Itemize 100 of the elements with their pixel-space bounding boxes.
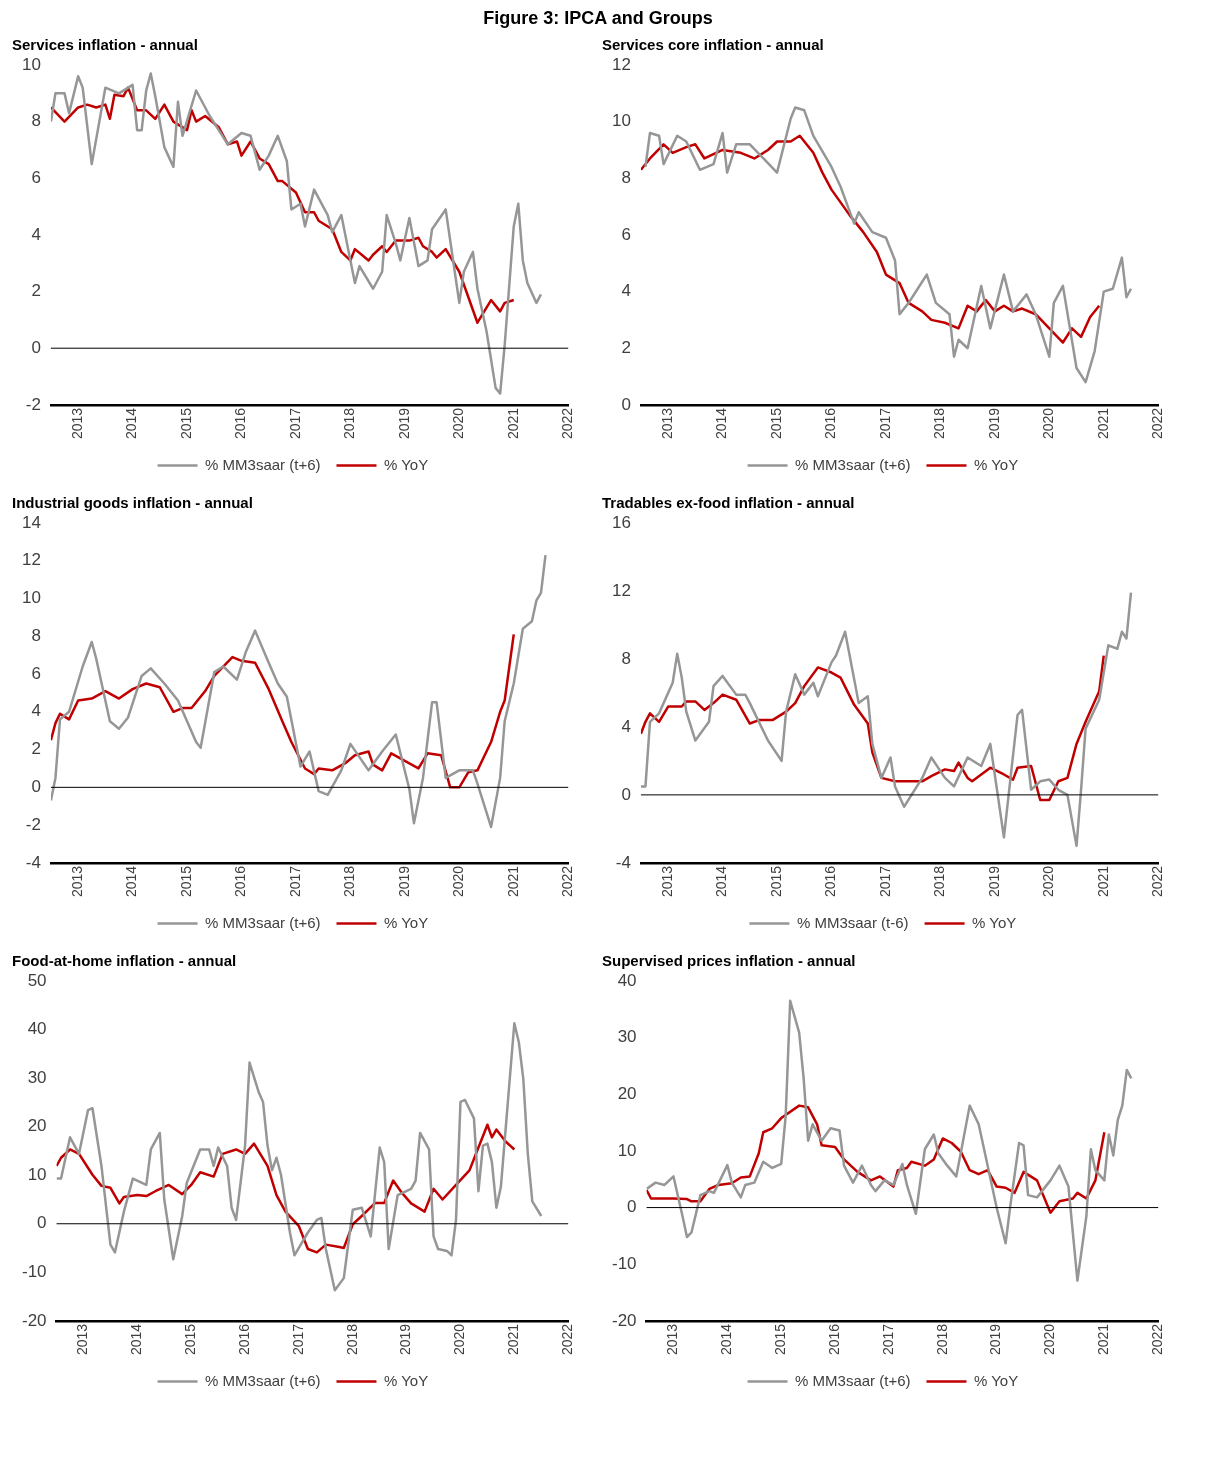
y-tick-label: 12 <box>611 580 631 600</box>
x-tick-label: 2014 <box>128 1323 145 1356</box>
x-tick-label: 2015 <box>767 865 784 898</box>
chart-title: Supervised prices inflation - annual <box>602 952 856 970</box>
x-tick-label: 2017 <box>876 865 893 898</box>
x-tick-label: 2018 <box>931 407 948 440</box>
x-tick-label: 2017 <box>876 407 893 440</box>
x-tick-label: 2016 <box>232 865 249 898</box>
x-tick-label: 2022 <box>1149 865 1166 898</box>
x-tick-label: 2018 <box>343 1323 360 1356</box>
x-tick-label: 2014 <box>713 865 730 898</box>
x-tick-label: 2013 <box>68 407 85 440</box>
x-tick-label: 2017 <box>286 407 303 440</box>
x-tick-label: 2022 <box>559 865 576 898</box>
y-tick-label: 10 <box>611 111 631 131</box>
legend-label: % MM3saar (t+6) <box>205 1371 321 1389</box>
y-tick-label: 12 <box>21 550 41 570</box>
x-tick-label: 2015 <box>177 407 194 440</box>
x-tick-label: 2014 <box>123 407 140 440</box>
y-tick-label: 40 <box>617 970 637 990</box>
x-tick-label: 2015 <box>177 865 194 898</box>
x-tick-label: 2018 <box>933 1323 950 1356</box>
x-tick-label: 2017 <box>286 865 303 898</box>
x-tick-label: 2014 <box>123 865 140 898</box>
x-tick-label: 2021 <box>505 1323 522 1356</box>
x-tick-label: 2018 <box>931 865 948 898</box>
caption: Figure 3: IPCA and Groups <box>482 8 714 29</box>
x-tick-label: 2020 <box>1041 1323 1058 1356</box>
y-tick-label: 4 <box>621 281 631 301</box>
x-tick-label: 2019 <box>985 407 1002 440</box>
legend-label: % YoY <box>973 455 1019 473</box>
chart-title: Tradables ex-food inflation - annual <box>602 494 855 512</box>
chart-title: Food-at-home inflation - annual <box>12 952 237 970</box>
x-tick-label: 2016 <box>235 1323 252 1356</box>
y-tick-label: 10 <box>21 588 41 608</box>
y-tick-label: 2 <box>31 281 41 301</box>
y-tick-label: 40 <box>27 1019 47 1039</box>
y-tick-label: -2 <box>25 394 41 414</box>
x-tick-label: 2015 <box>182 1323 199 1356</box>
x-tick-label: 2016 <box>822 407 839 440</box>
legend-label: % YoY <box>383 1371 429 1389</box>
x-tick-label: 2018 <box>341 407 358 440</box>
y-tick-label: 8 <box>31 625 41 645</box>
legend-label: % MM3saar (t+6) <box>795 1371 911 1389</box>
x-tick-label: 2019 <box>395 865 412 898</box>
legend-label: % YoY <box>383 913 429 931</box>
x-tick-label: 2020 <box>1040 865 1057 898</box>
y-tick-label: 0 <box>621 394 631 414</box>
y-tick-label: 8 <box>621 167 631 187</box>
y-tick-label: 20 <box>27 1116 47 1136</box>
y-tick-label: 4 <box>621 716 631 736</box>
x-tick-label: 2013 <box>74 1323 91 1356</box>
legend-label: % YoY <box>972 913 1017 931</box>
x-tick-label: 2016 <box>232 407 249 440</box>
x-tick-label: 2021 <box>504 407 521 440</box>
y-tick-label: 50 <box>27 970 47 990</box>
y-tick-label: 16 <box>611 512 631 532</box>
y-tick-label: -10 <box>611 1253 637 1273</box>
x-tick-label: 2021 <box>1094 865 1111 898</box>
y-tick-label: 10 <box>21 54 41 74</box>
x-tick-label: 2015 <box>772 1323 789 1356</box>
x-tick-label: 2014 <box>713 407 730 440</box>
y-tick-label: -20 <box>611 1310 637 1330</box>
y-tick-label: 6 <box>31 663 41 683</box>
y-tick-label: -2 <box>25 814 41 834</box>
x-tick-label: 2021 <box>1095 1323 1112 1356</box>
legend-label: % YoY <box>973 1371 1019 1389</box>
x-tick-label: 2016 <box>822 865 839 898</box>
y-tick-label: 2 <box>621 337 631 357</box>
y-tick-label: 2 <box>31 739 41 759</box>
chart-title: Industrial goods inflation - annual <box>12 494 253 512</box>
x-tick-label: 2020 <box>450 865 467 898</box>
chart-title: Services core inflation - annual <box>602 36 824 54</box>
x-tick-label: 2019 <box>987 1323 1004 1356</box>
y-tick-label: 30 <box>617 1027 637 1047</box>
x-tick-label: 2020 <box>451 1323 468 1356</box>
y-tick-label: 20 <box>617 1083 637 1103</box>
x-tick-label: 2020 <box>1040 407 1057 440</box>
legend-label: % MM3saar (t-6) <box>796 913 909 931</box>
y-tick-label: 0 <box>37 1213 47 1233</box>
y-tick-label: 30 <box>27 1067 47 1087</box>
x-tick-label: 2013 <box>658 407 675 440</box>
x-tick-label: 2020 <box>450 407 467 440</box>
x-tick-label: 2022 <box>1149 1323 1166 1356</box>
y-tick-label: 4 <box>31 224 41 244</box>
y-tick-label: 14 <box>21 512 41 532</box>
x-tick-label: 2018 <box>341 865 358 898</box>
y-tick-label: 12 <box>611 54 631 74</box>
x-tick-label: 2016 <box>825 1323 842 1356</box>
x-tick-label: 2017 <box>879 1323 896 1356</box>
x-tick-label: 2014 <box>718 1323 735 1356</box>
x-tick-label: 2019 <box>395 407 412 440</box>
y-tick-label: 10 <box>617 1140 637 1160</box>
y-tick-label: -20 <box>21 1310 47 1330</box>
y-tick-label: 0 <box>31 337 41 357</box>
y-tick-label: 0 <box>621 784 631 804</box>
y-tick-label: 10 <box>27 1164 47 1184</box>
x-tick-label: 2013 <box>658 865 675 898</box>
y-tick-label: -4 <box>615 852 631 872</box>
legend-label: % YoY <box>383 455 429 473</box>
